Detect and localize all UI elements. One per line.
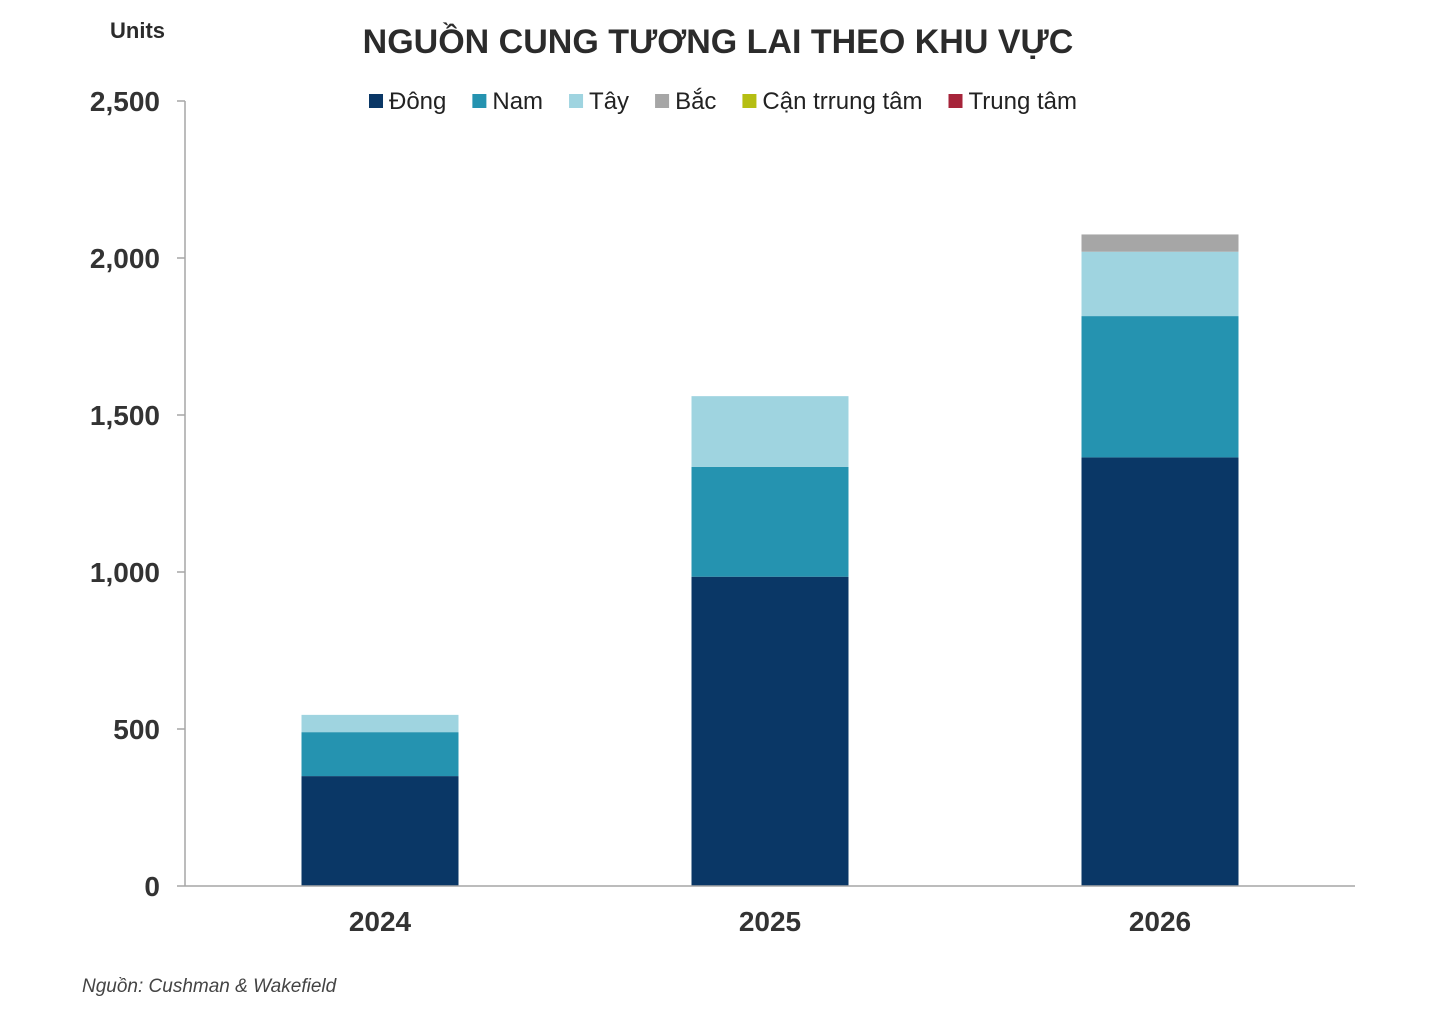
y-tick-label: 2,500 (90, 86, 160, 117)
bar-segment (1081, 251, 1239, 317)
bar-segment (301, 732, 459, 777)
bar-segment (301, 714, 459, 733)
y-tick-label: 0 (144, 871, 160, 902)
bar-segment (1081, 316, 1239, 458)
legend-swatch (569, 94, 584, 108)
legend-label: Bắc (675, 88, 716, 115)
bar-segment (301, 776, 459, 886)
y-axis-label: Units (110, 18, 165, 43)
legend-swatch (742, 94, 757, 108)
x-tick-label: 2026 (1129, 906, 1191, 937)
legend-swatch (948, 94, 963, 108)
bar-segment (1081, 457, 1239, 886)
legend-swatch (369, 94, 384, 108)
y-tick-label: 500 (113, 714, 160, 745)
bar-segment (1081, 234, 1239, 252)
legend-label: Tây (589, 88, 629, 115)
x-tick-label: 2025 (739, 906, 801, 937)
bar-segment (691, 466, 849, 577)
bar-segment (691, 396, 849, 467)
legend-label: Nam (492, 88, 543, 115)
y-axis: 0 500 1,000 1,500 2,000 2,500 (90, 86, 186, 902)
chart-title: NGUỒN CUNG TƯƠNG LAI THEO KHU VỰC (363, 23, 1074, 61)
bars (301, 234, 1239, 886)
legend-label: Cận trrung tâm (762, 88, 922, 115)
legend-label: Trung tâm (969, 88, 1077, 115)
x-tick-label: 2024 (349, 906, 412, 937)
legend: Đông Nam Tây Bắc Cận trrung tâm Trung tâm (369, 88, 1077, 115)
y-tick-label: 2,000 (90, 243, 160, 274)
y-tick-label: 1,500 (90, 400, 160, 431)
y-tick-label: 1,000 (90, 557, 160, 588)
legend-label: Đông (389, 88, 446, 115)
x-axis: 2024 2025 2026 (185, 885, 1355, 937)
bar-segment (691, 576, 849, 886)
source-note: Nguồn: Cushman & Wakefield (82, 976, 337, 997)
legend-swatch (472, 94, 487, 108)
legend-swatch (655, 94, 670, 108)
